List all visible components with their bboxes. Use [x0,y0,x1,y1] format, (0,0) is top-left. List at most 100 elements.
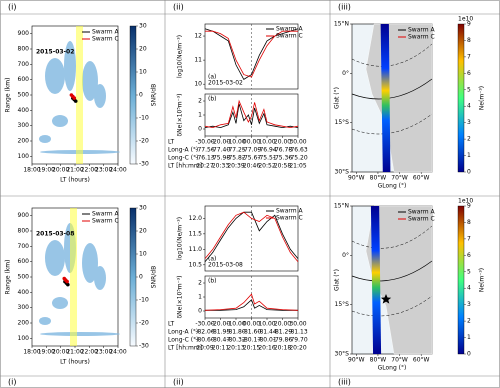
x-tick-label: 60°W [413,175,430,182]
y-tick-label: 12 [194,33,202,40]
station-star [380,294,392,304]
x-tick-label: -10.00 [226,321,246,328]
x-tick-label: 23:00 [95,349,112,356]
table-cell: -80.32 [226,337,246,344]
colorbar-tick-label: 20 [139,228,147,235]
y-tick-label: 12.0 [189,215,203,222]
table-cell: 20:46 [243,163,260,170]
x-tick-label: 30.00 [289,321,306,328]
x-tick-label: 24:00 [109,349,126,356]
swarm-point [65,279,69,284]
colorbar-tick-label: 10 [139,69,147,76]
x-axis-label: GLong (°) [378,183,407,190]
table-cell: -76.94 [257,147,277,154]
colorbar-exponent: 1e10 [458,198,473,205]
y-tick-label: 100 [18,153,30,160]
table-cell: 20:39 [227,163,244,170]
panel-label: (a) [208,74,216,81]
y-tick-label: 2 [198,280,202,287]
y-tick-label: 600 [18,76,30,83]
y-tick-label: 10 [194,81,202,88]
table-cell: -79.86 [273,337,293,344]
legend-label: Swarm C [276,215,303,222]
y-tick-label: 0° [342,252,349,259]
y-tick-label: 30°S [335,351,350,358]
colorbar-tick-label: 7 [467,235,471,242]
date-label: 2015-03-02 [208,80,243,87]
table-row-label: LT [168,139,175,146]
column-header: (iii) [338,3,351,12]
boundary [351,113,433,135]
x-axis-label: GLong (°) [378,365,407,372]
y-tick-label: 10.5 [189,261,203,268]
y-tick-label: 300 [18,304,30,311]
colorbar-tick-label: 5 [467,86,471,93]
x-tick-label: -30.00 [195,321,215,328]
colorbar-tick-label: 8 [467,37,471,44]
colorbar-exponent: 1e10 [458,16,473,23]
satellite-track [380,23,388,173]
x-tick-label: 00.00 [243,321,260,328]
date-label: 2015-03-08 [36,231,74,238]
colorbar-tick-label: 0 [467,169,471,176]
x-tick-label: 19:00 [38,349,55,356]
land [365,205,433,355]
table-cell: 20:16 [258,345,275,352]
x-tick-label: -10.00 [226,139,246,146]
colorbar-tick-label: 0 [139,274,143,281]
table-cell: -75.36 [273,155,293,162]
colorbar-label: SNR/dB [151,266,158,288]
x-tick-label: 60°W [413,357,430,364]
y-tick-label: 500 [18,274,30,281]
colorbar-tick-label: 1 [467,334,471,341]
echo [40,332,120,336]
y-tick-label: 700 [18,243,30,250]
table-cell: -80.01 [257,337,277,344]
table-cell: 20:15 [243,345,260,352]
colorbar-tick-label: 3 [467,119,471,126]
x-tick-label: -20.00 [211,139,231,146]
x-tick-label: 23:00 [95,167,112,174]
column-header: (i) [8,3,16,12]
table-cell: -81.60 [242,329,262,336]
y-tick-label: 400 [18,289,30,296]
y-tick-label: 100 [18,335,30,342]
y-tick-label: 15°N [334,21,349,28]
echo [94,266,106,290]
table-cell: -80.17 [242,337,262,344]
x-tick-label: 20.00 [274,139,291,146]
table-cell: -81.80 [226,329,246,336]
table-cell: -81.44 [257,329,277,336]
table-cell: -75.82 [226,155,246,162]
x-tick-label: 20:00 [52,167,69,174]
table-cell: -80.47 [211,337,231,344]
table-cell: -80.60 [195,337,215,344]
table-cell: 20:20 [289,345,306,352]
colorbar [129,207,137,347]
colorbar-tick-label: -20 [139,320,149,327]
colorbar-tick-label: -30 [139,343,149,350]
y-tick-label: 15°S [335,301,350,308]
x-tick-label: 90°W [348,357,365,364]
y-axis-label: Glat (°) [334,269,341,291]
table-cell: 20:52 [258,163,275,170]
table-cell: -75.51 [257,155,277,162]
table-row-label: Long-C (°) [168,155,198,162]
colorbar-tick-label: 30 [139,205,147,212]
x-tick-label: 00.00 [243,139,260,146]
colorbar-tick-label: -10 [139,297,149,304]
x-tick-label: 21:00 [66,349,83,356]
table-cell: -76.13 [195,155,215,162]
y-axis-label: log10(Ne/m⁻³) [177,217,184,260]
table-cell: 20:09 [196,345,213,352]
table-cell: -76.63 [288,147,308,154]
table-row-label: Long-A (°) [168,329,198,336]
y-axis-label: δNe(×10⁵m⁻³) [177,93,184,136]
colorbar-tick-label: -20 [139,138,149,145]
echo [52,297,68,309]
series-line [205,30,298,78]
colorbar-tick-label: 4 [467,285,471,292]
table-cell: 20:33 [212,163,229,170]
colorbar-label: Ne(m⁻³) [479,268,486,292]
